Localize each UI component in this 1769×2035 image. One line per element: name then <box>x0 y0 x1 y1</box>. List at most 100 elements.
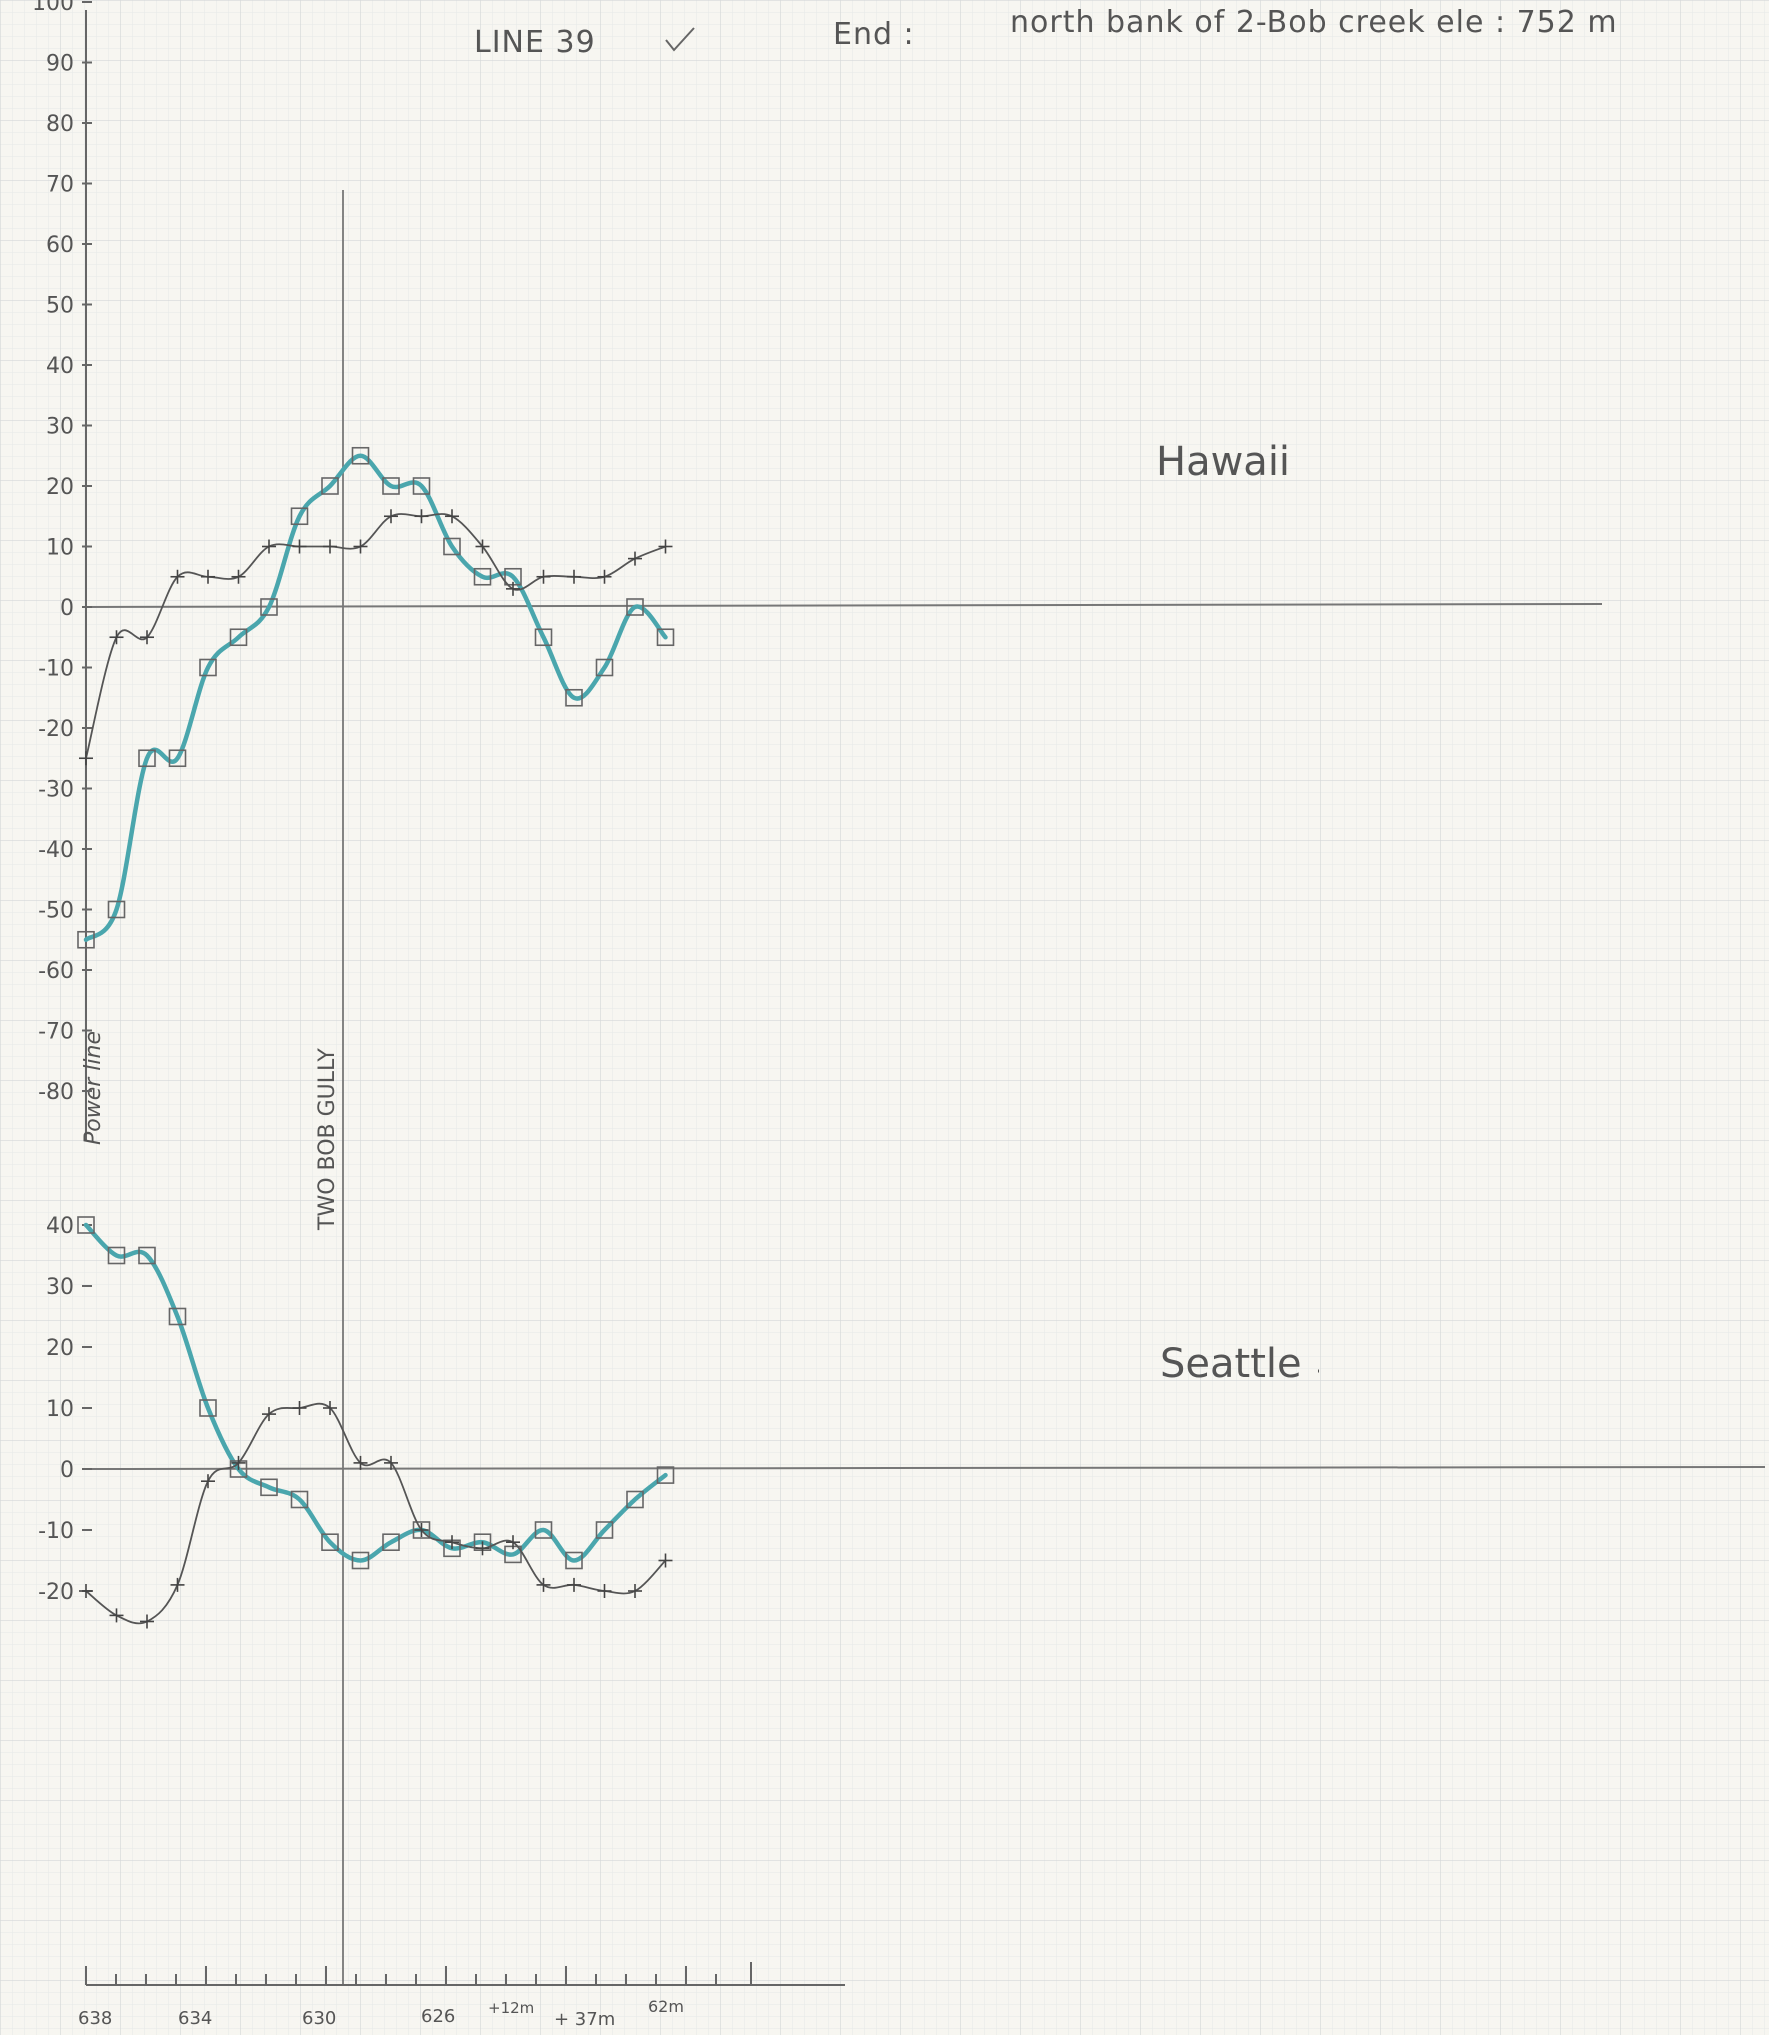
seattle-plus-point <box>597 1584 612 1598</box>
hawaii-plus-point <box>170 569 185 584</box>
hawaii-y-tick-label: 50 <box>46 294 74 319</box>
hawaii-plus-point <box>353 539 368 554</box>
seattle-y-tick-label: -10 <box>38 1519 74 1544</box>
hawaii-square-point <box>290 507 309 526</box>
hawaii-plus-point <box>262 539 276 554</box>
x-label-638: 638 <box>78 2008 112 2029</box>
hawaii-plus-point <box>384 509 398 524</box>
seattle-plus-point <box>79 1584 93 1598</box>
seattle-square-point <box>351 1551 370 1570</box>
hawaii-y-tick-label: 20 <box>46 475 74 500</box>
hawaii-plus-point <box>109 630 124 645</box>
seattle-square-point <box>107 1246 126 1265</box>
hawaii-square-point <box>351 446 370 465</box>
seattle-square-point <box>290 1490 309 1509</box>
hawaii-y-tick-label: 100 <box>32 0 74 16</box>
seattle-plus-point <box>384 1455 398 1470</box>
seattle-square-point <box>534 1521 553 1539</box>
hawaii-plus-point <box>414 509 429 524</box>
hawaii-y-tick-label: -20 <box>38 717 74 742</box>
seattle-square-point <box>321 1533 339 1551</box>
hawaii-square-point <box>473 567 492 586</box>
hawaii-y-tick-label: -80 <box>38 1080 74 1105</box>
seattle-plus-point <box>140 1614 154 1629</box>
seattle-plus-point <box>628 1584 642 1598</box>
hawaii-plus-point <box>445 509 459 524</box>
hawaii-square-point <box>443 537 461 556</box>
seattle-square-point <box>656 1466 675 1484</box>
seattle-square-point <box>382 1533 400 1551</box>
seattle-y-tick-label: 20 <box>46 1336 74 1361</box>
hawaii-plus-point <box>140 630 154 645</box>
hawaii-y-tick-label: 10 <box>46 536 74 561</box>
x-label-634: 634 <box>178 2008 212 2029</box>
seattle-square-point <box>565 1551 583 1570</box>
hawaii-plus-point <box>79 751 93 766</box>
seattle-plus-point <box>506 1535 520 1550</box>
hawaii-square-point <box>534 628 553 647</box>
hawaii-y-tick-label: 40 <box>46 354 74 379</box>
hawaii-plus-point <box>201 569 215 584</box>
hawaii-y-axis: 1009080706050403020100-10-20-30-40-50-60… <box>32 0 92 1105</box>
seattle-plus-point <box>414 1523 429 1537</box>
hawaii-square-point <box>199 658 217 677</box>
seattle-plus-point <box>536 1577 551 1592</box>
seattle-square-point <box>412 1521 431 1539</box>
seattle-square-point <box>138 1246 156 1265</box>
power-line-label: Power line <box>81 1031 106 1145</box>
hawaii-plus-point <box>323 539 337 554</box>
x-axis-ticks <box>85 1962 752 1985</box>
hawaii-plus-point <box>628 551 642 566</box>
hawaii-y-tick-label: 30 <box>46 415 74 440</box>
x-label-626: 626 <box>421 2006 455 2027</box>
hawaii-plus-point <box>567 569 581 584</box>
seattle-plus-point <box>475 1541 490 1556</box>
hawaii-square-point <box>382 477 400 495</box>
seattle-square-point <box>77 1216 95 1234</box>
hawaii-square-point <box>229 628 248 647</box>
seattle-square-point <box>626 1490 644 1509</box>
x-label-37m: + 37m <box>554 2009 615 2030</box>
hawaii-plus-point <box>231 569 246 584</box>
hawaii-y-tick-label: -30 <box>38 778 74 803</box>
end-label: End : <box>833 17 915 52</box>
line-label: LINE 39 <box>474 25 596 60</box>
hawaii-plus-point <box>536 569 551 584</box>
hawaii-y-tick-label: -50 <box>38 899 74 924</box>
hawaii-y-tick-label: 0 <box>60 596 74 621</box>
hawaii-y-tick-label: -60 <box>38 959 74 984</box>
x-axis: 638 634 630 626 +12m + 37m 62m <box>78 1962 845 2030</box>
seattle-plus-point <box>231 1455 246 1470</box>
seattle-y-tick-label: 40 <box>46 1214 74 1239</box>
hawaii-square-point <box>412 477 431 495</box>
hawaii-plus-point <box>506 581 520 596</box>
x-label-630: 630 <box>302 2008 336 2029</box>
hawaii-square-point <box>168 749 187 768</box>
seattle-square-point <box>168 1307 187 1326</box>
seattle-zero-line <box>85 1466 1766 1470</box>
seattle-plus-point <box>170 1577 185 1592</box>
hawaii-y-tick-label: 90 <box>46 52 74 77</box>
hawaii-square-point <box>138 749 156 768</box>
seattle-plus-point <box>323 1401 337 1415</box>
seattle-chart: Seattle 40 30 20 10 0 -10 -20 <box>38 1214 1766 1629</box>
hawaii-square-point <box>321 477 339 495</box>
hawaii-y-tick-label: 80 <box>46 112 74 137</box>
hawaii-square-point <box>595 658 614 677</box>
hawaii-square-point <box>565 688 583 707</box>
seattle-plus-point <box>292 1401 307 1415</box>
hawaii-square-point <box>626 598 644 616</box>
hawaii-square-point <box>77 930 95 949</box>
hawaii-square-point <box>260 598 278 616</box>
hawaii-plus-point <box>658 539 673 554</box>
x-label-62m: 62m <box>648 1997 684 2016</box>
seattle-series <box>77 1216 675 1629</box>
hawaii-series <box>77 446 675 949</box>
hawaii-plus-point <box>597 569 612 584</box>
seattle-title: Seattle <box>1160 1341 1302 1387</box>
end-note: north bank of 2-Bob creek ele : 752 m <box>1010 5 1618 40</box>
seattle-y-tick-label: -20 <box>38 1580 74 1605</box>
seattle-plus-point <box>201 1474 215 1489</box>
